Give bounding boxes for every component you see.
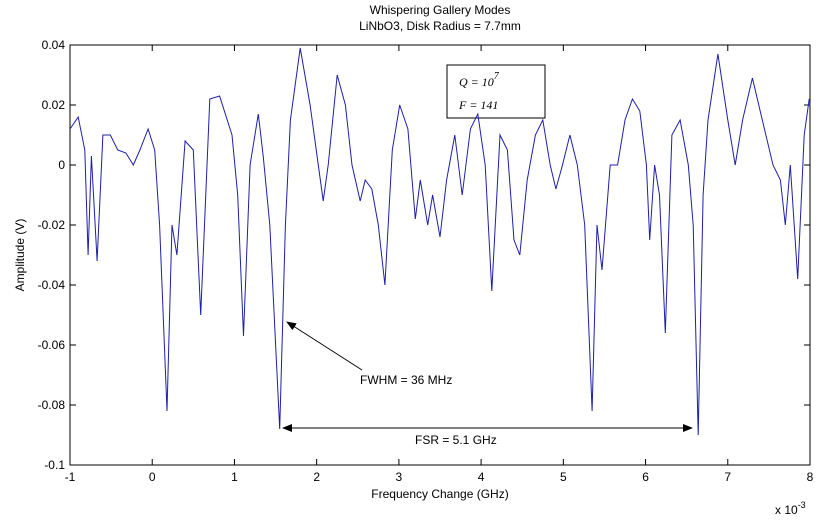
y-tick-label: -0.1 [44, 458, 65, 472]
f-label: F = 141 [458, 98, 498, 112]
plot-area [69, 44, 811, 466]
x-tick-label: 6 [642, 470, 649, 484]
x-tick-label: 5 [560, 470, 567, 484]
y-tick-label: -0.08 [38, 398, 66, 412]
x-tick-label: -1 [65, 470, 76, 484]
fsr-annotation: FSR = 5.1 GHz [415, 433, 497, 447]
x-multiplier: x 10-3 [775, 500, 806, 517]
q-text: Q = 10 [459, 75, 494, 89]
x-axis-label: Frequency Change (GHz) [371, 487, 508, 501]
y-tick-label: 0 [58, 158, 65, 172]
y-tick-label: -0.06 [38, 338, 66, 352]
y-axis-label: Amplitude (V) [13, 219, 27, 292]
x-tick-label: 1 [231, 470, 238, 484]
y-tick-label: 0.04 [42, 38, 66, 52]
x-tick-label: 4 [478, 470, 485, 484]
x-tick-label: 3 [396, 470, 403, 484]
x-tick-label: 2 [313, 470, 320, 484]
y-tick-label: 0.02 [42, 98, 66, 112]
chart-subtitle: LiNbO3, Disk Radius = 7.7mm [359, 19, 521, 33]
q-label: Q = 107 [459, 71, 500, 89]
multiplier-exponent: -3 [798, 500, 806, 510]
chart-title: Whispering Gallery Modes [370, 3, 511, 17]
y-tick-label: -0.02 [38, 218, 66, 232]
multiplier-base: x 10 [775, 503, 798, 517]
x-tick-label: 8 [807, 470, 814, 484]
q-exponent: 7 [494, 71, 500, 82]
x-tick-label: 7 [724, 470, 731, 484]
data-line [69, 47, 811, 436]
fwhm-arrow [286, 321, 363, 371]
y-tick-label: -0.04 [38, 278, 66, 292]
fwhm-annotation: FWHM = 36 MHz [360, 373, 452, 387]
x-tick-label: 0 [149, 470, 156, 484]
info-box [446, 64, 546, 119]
